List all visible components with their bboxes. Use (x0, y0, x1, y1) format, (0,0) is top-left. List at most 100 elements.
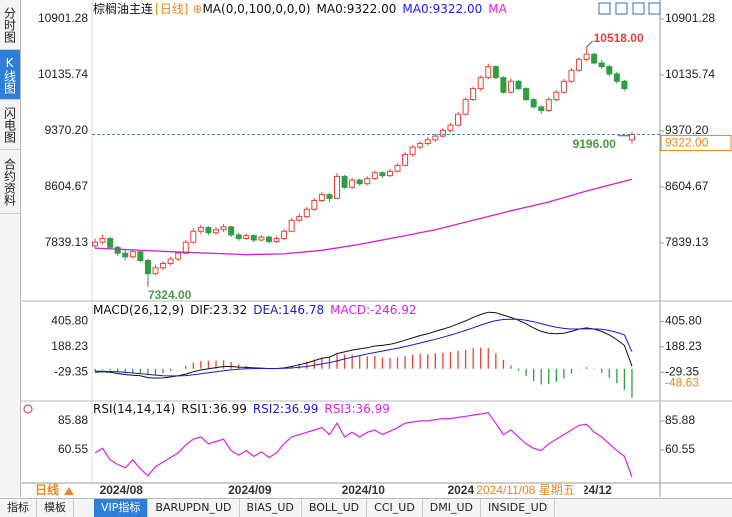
candle-body (500, 77, 507, 93)
tab[interactable]: 指标 (0, 499, 37, 517)
annotation-label: 9196.00 (573, 137, 617, 151)
period: [日线] (155, 2, 189, 16)
candle-body (296, 216, 303, 221)
candle-body (258, 236, 265, 241)
legend-entry: RSI3:36.99 (324, 402, 390, 416)
candle-body (507, 80, 514, 93)
last-price-label: 9322.00 (665, 136, 709, 150)
tab[interactable]: K线图 (0, 50, 20, 100)
x-tick-label: 2024/08 (100, 483, 144, 497)
settings-icon[interactable] (23, 404, 33, 414)
candle-body (160, 262, 167, 269)
candle-body (492, 66, 499, 79)
candle-body (591, 53, 598, 64)
icon[interactable] (598, 2, 611, 15)
macd-value-label: -48.63 (665, 376, 699, 390)
x-tick-label: 2024/10 (342, 483, 386, 497)
candle-body (553, 91, 560, 101)
candle-body (197, 227, 204, 232)
y-tick-label: 188.23 (665, 339, 702, 353)
candle-body (598, 62, 605, 68)
candle-body (114, 246, 121, 254)
candle-body (92, 241, 98, 247)
y-tick-label: -29.35 (54, 364, 88, 378)
tab[interactable]: CCI_UD (367, 499, 423, 517)
candle-body (364, 178, 371, 185)
title: RSI(14,14,14) (93, 402, 176, 416)
tab[interactable]: 分时图 (0, 0, 20, 50)
bottom-tab-bar: 指标 模板 VIP指标 BARUPDN_UD BIAS_UD BOLL_UD C… (0, 498, 732, 517)
candle-body (628, 134, 635, 141)
candle-body (462, 99, 469, 115)
legend-entry: MACD:-246.92 (330, 303, 417, 317)
candle-body (250, 235, 257, 241)
y-tick-label: 10135.74 (665, 67, 715, 81)
candle-body (470, 88, 477, 101)
icon[interactable] (615, 2, 628, 15)
tab[interactable]: 模板 (37, 499, 74, 517)
rsi-header: RSI(14,14,14) RSI1:36.99 RSI2:36.99 RSI3:3… (93, 402, 390, 416)
candle-body (485, 66, 492, 79)
candle-body (175, 252, 182, 260)
tab[interactable]: 合约资料 (0, 150, 20, 214)
tab[interactable]: BARUPDN_UD (148, 499, 240, 517)
candle-body (273, 238, 280, 242)
legend-entry: RSI2:36.99 (252, 402, 319, 416)
macd-line (94, 311, 633, 379)
legend-entry: DIF:23.32 (190, 303, 248, 317)
candle-body (311, 200, 318, 210)
candle-body (190, 230, 197, 243)
y-tick-label: 8604.67 (665, 179, 709, 193)
candle-body (167, 258, 174, 264)
candle-body (402, 153, 409, 166)
y-tick-label: 85.88 (58, 413, 88, 427)
icon[interactable] (632, 2, 645, 15)
y-tick-label: 8604.67 (45, 179, 89, 193)
tab[interactable]: DMI_UD (423, 499, 482, 517)
candle-body (409, 146, 416, 155)
candle-body (560, 80, 567, 93)
add-icon[interactable]: ⊕ (192, 2, 203, 16)
candle-body (538, 106, 545, 112)
macd-header: MACD(26,12,9) DIF:23.32 DEA:146.78 MACD:-2… (93, 303, 417, 317)
candle-body (303, 208, 310, 218)
y-tick-label: 10135.74 (38, 67, 88, 81)
candle-body (417, 142, 424, 148)
candle-body (341, 175, 348, 188)
title: 棕榈油主连 (93, 2, 154, 16)
tab[interactable]: 闪电图 (0, 100, 20, 150)
y-tick-label: -29.35 (665, 364, 699, 378)
candle-body (281, 230, 288, 240)
candle-body (243, 235, 250, 240)
candle-body (220, 226, 227, 231)
tab[interactable]: INSIDE_UD (481, 499, 556, 517)
candle-body (394, 164, 401, 172)
legend-entry: MA0:9322.00 (316, 2, 397, 16)
last-price-box (660, 135, 732, 152)
legend-entry: MA0:9322.00 (402, 2, 483, 16)
toolbar-icons[interactable] (598, 2, 661, 15)
rsi-line (94, 412, 633, 478)
chart: 日线 10901.28 10901.28 10135.74 10135.74 9370.… (0, 0, 732, 497)
tab[interactable]: BOLL_UD (302, 499, 368, 517)
candle-body (129, 251, 136, 258)
y-tick-label: 405.80 (665, 314, 702, 328)
background (0, 0, 732, 497)
candle-body (576, 58, 583, 71)
candle-body (122, 252, 129, 258)
y-tick-label: 9370.20 (45, 123, 89, 137)
candle-body (613, 73, 620, 82)
indicator: MA(0,0,100,0,0,0) (202, 2, 311, 16)
candle-body (439, 129, 446, 137)
candle-body (205, 227, 212, 234)
period-label[interactable]: 日线 (35, 482, 59, 497)
tab[interactable]: BIAS_UD (240, 499, 302, 517)
candle-body (318, 194, 325, 202)
candle-body (235, 234, 242, 240)
icon[interactable] (648, 2, 661, 15)
legend-entry: RSI1:36.99 (181, 402, 247, 416)
period-arrow[interactable] (64, 487, 74, 495)
annotation-label: 10518.00 (594, 31, 644, 45)
candle-body (213, 229, 220, 234)
tab[interactable]: VIP指标 (94, 499, 149, 517)
